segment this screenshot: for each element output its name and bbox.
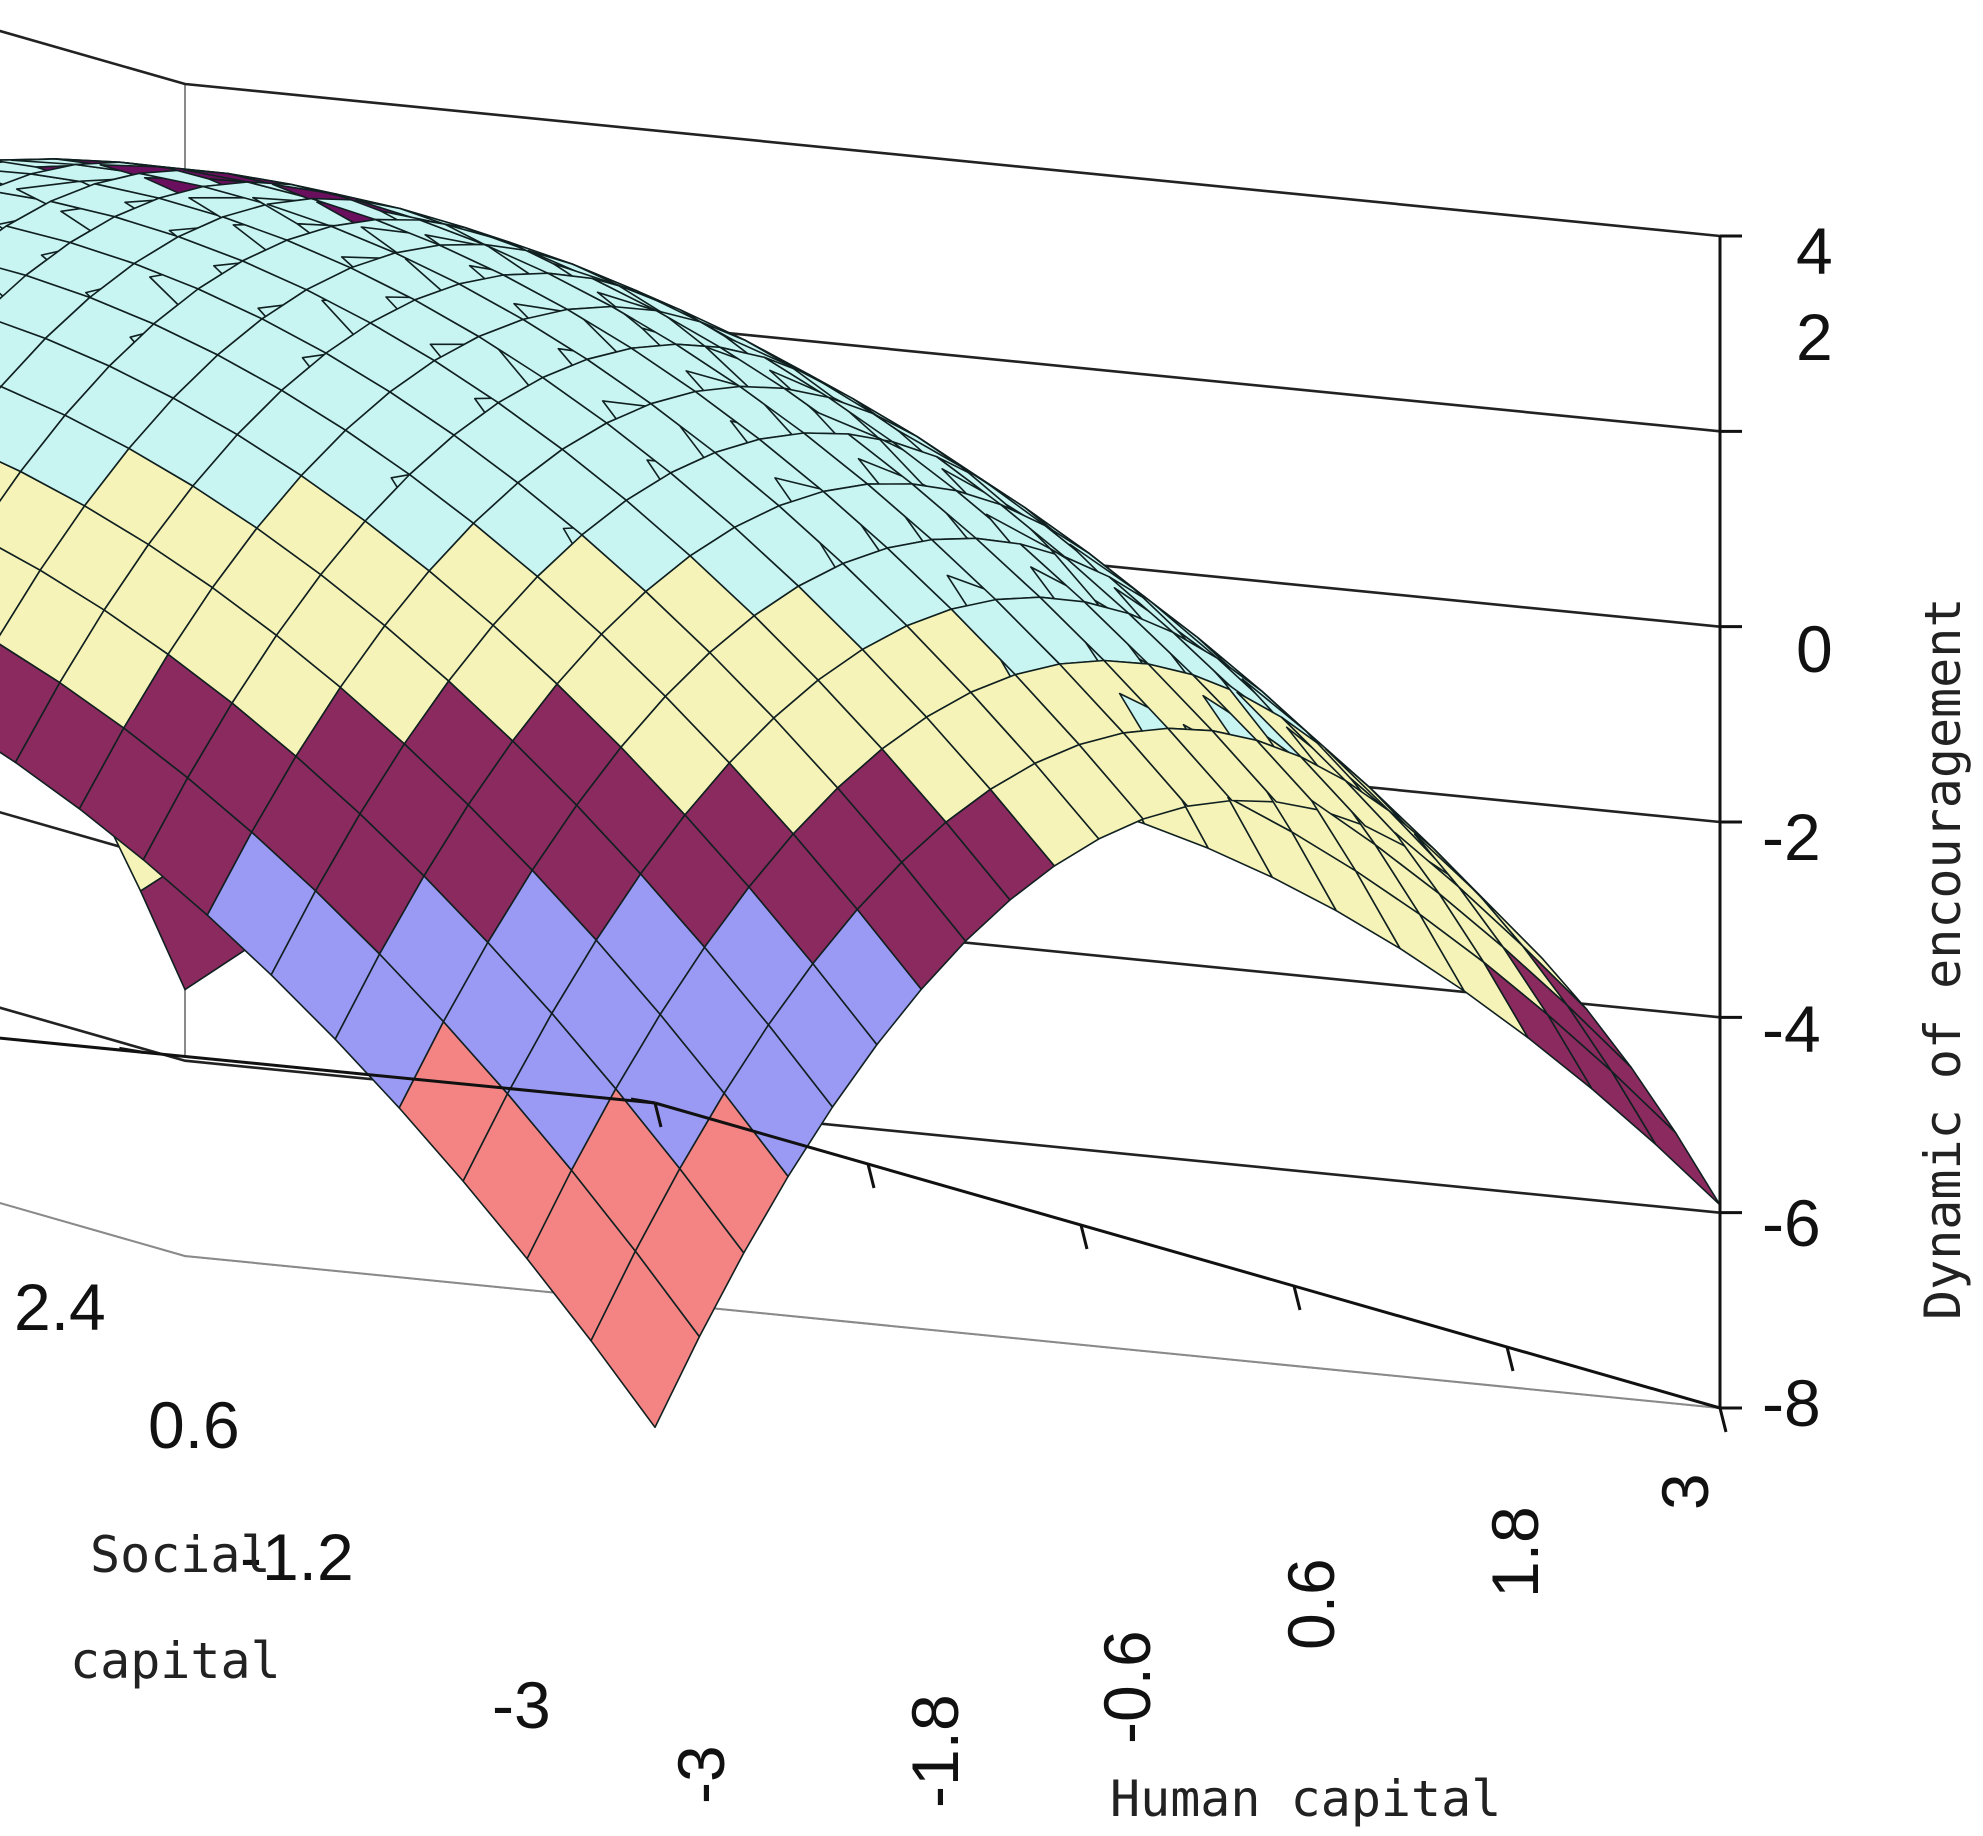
surface (0, 158, 1721, 1429)
y-tick-label: 0.6 (148, 1388, 240, 1462)
y-axis-title-line2: capital (70, 1632, 281, 1690)
z-axis-title: Dynamic of encouragement (1914, 598, 1972, 1320)
y-tick-label: -1.2 (240, 1520, 354, 1594)
z-tick-label: -6 (1762, 1186, 1821, 1260)
axes (0, 234, 1742, 1433)
y-axis-line (0, 1036, 656, 1105)
x-tick-label: 0.6 (1274, 1558, 1348, 1650)
x-axis-title: Human capital (1110, 1770, 1501, 1828)
x-tick-mark (1079, 1224, 1089, 1250)
z-tick-label: 4 (1796, 214, 1833, 288)
x-tick-label: 1.8 (1478, 1506, 1552, 1598)
x-tick-label: -3 (664, 1745, 738, 1804)
z-tick-label: 0 (1796, 612, 1833, 686)
y-tick-label: -3 (492, 1668, 551, 1742)
x-tick-label: -0.6 (1090, 1630, 1164, 1744)
x-tick-mark (1292, 1285, 1302, 1311)
x-tick-mark (866, 1163, 876, 1189)
x-tick-mark (1718, 1407, 1728, 1433)
x-axis-ticks: -3 -1.8 -0.6 0.6 1.8 3 (664, 1473, 1722, 1808)
y-tick-mark (119, 1046, 144, 1054)
x-tick-mark (1505, 1346, 1515, 1372)
y-tick-label: 2.4 (14, 1270, 106, 1344)
z-tick-label: -2 (1762, 800, 1821, 874)
z-gridline (0, 1006, 1721, 1214)
y-axis-ticks: 2.4 0.6 -1.2 -3 (14, 1270, 551, 1742)
z-tick-label: -4 (1762, 992, 1821, 1066)
z-tick-label: 2 (1796, 300, 1833, 374)
z-axis-ticks: 4 2 0 -2 -4 -6 -8 (1762, 214, 1833, 1440)
x-tick-label: -1.8 (898, 1694, 972, 1808)
z-tick-label: -8 (1762, 1366, 1821, 1440)
y-tick-mark (630, 1097, 656, 1105)
y-axis-title-line1: Social (90, 1526, 271, 1584)
x-tick-label: 3 (1648, 1473, 1722, 1510)
x-axis-line (654, 1101, 1721, 1410)
surface-patch (1610, 1070, 1721, 1206)
z-gridline (0, 29, 1721, 238)
x-tick-mark (653, 1102, 663, 1128)
